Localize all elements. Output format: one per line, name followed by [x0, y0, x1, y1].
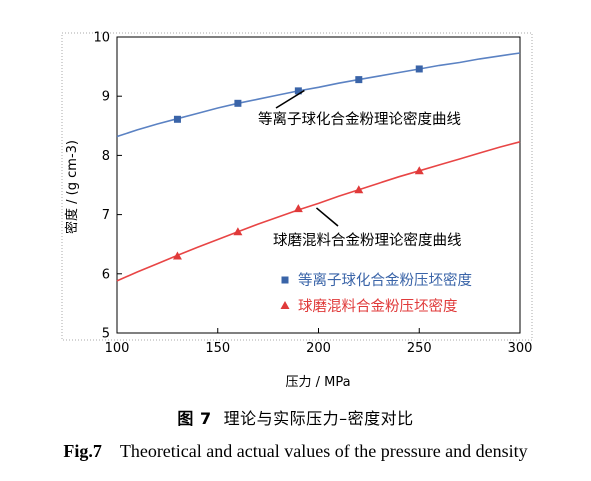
y-tick-label: 7	[102, 208, 110, 223]
data-point-square	[415, 65, 423, 73]
data-point-triangle	[172, 251, 182, 260]
theory-curve-red	[116, 141, 521, 282]
markers-layer	[172, 65, 424, 260]
figure-caption-english: Fig.7 Theoretical and actual values of th…	[0, 441, 591, 462]
annotation-leader-red	[315, 207, 339, 227]
figure-number-cn: 图 7	[177, 409, 212, 428]
x-tick-label: 200	[306, 341, 331, 356]
annotation-blue-theory: 等离子球化合金粉理论密度曲线	[258, 110, 461, 128]
figure-title-en: Theoretical and actual values of the pre…	[119, 441, 528, 461]
x-tick-label: 250	[407, 341, 432, 356]
y-tick-label: 8	[102, 149, 110, 164]
y-tick-label: 6	[102, 267, 110, 282]
theory-curve-blue	[116, 52, 521, 138]
y-tick-label: 9	[102, 90, 110, 105]
data-point-triangle	[293, 204, 303, 213]
data-point-square	[173, 115, 181, 123]
data-point-triangle	[354, 185, 364, 194]
data-point-triangle	[414, 166, 424, 175]
data-point-square	[294, 87, 302, 95]
x-tick-label: 150	[205, 341, 230, 356]
ticks-layer: 100 150 200 250 300 5 6 7 8 9 10	[93, 31, 532, 357]
data-point-square	[355, 76, 363, 84]
legend-marker-square	[281, 276, 289, 284]
data-point-triangle	[233, 227, 243, 236]
y-tick-label: 5	[102, 327, 110, 342]
x-axis-title: 压力 / MPa	[285, 375, 350, 390]
x-tick-label: 300	[508, 341, 533, 356]
legend-marker-triangle	[280, 301, 290, 309]
legend-label-red: 球磨混料合金粉压坯密度	[298, 298, 458, 315]
legend: 等离子球化合金粉压坯密度 球磨混料合金粉压坯密度	[280, 271, 472, 315]
figure-caption-chinese: 图 7 理论与实际压力–密度对比	[0, 405, 591, 429]
outer-frame	[61, 32, 533, 341]
lines-layer	[116, 52, 521, 282]
annotation-red-theory: 球磨混料合金粉理论密度曲线	[273, 232, 462, 249]
figure-title-cn: 理论与实际压力–密度对比	[223, 409, 414, 428]
data-point-square	[234, 99, 242, 107]
x-tick-label: 100	[105, 341, 130, 356]
y-tick-label: 10	[93, 31, 110, 46]
density-pressure-chart: 100 150 200 250 300 5 6 7 8 9 10 等离子球化合金粉理论密度曲线 球磨…	[61, 31, 533, 390]
annotation-layer: 等离子球化合金粉理论密度曲线 球磨混料合金粉理论密度曲线	[258, 89, 462, 249]
figure-number-en: Fig.7	[63, 441, 102, 461]
legend-label-blue: 等离子球化合金粉压坯密度	[298, 271, 472, 289]
y-axis-title: 密度 / (g cm-3)	[64, 140, 80, 234]
annotation-leader-blue	[275, 89, 305, 109]
